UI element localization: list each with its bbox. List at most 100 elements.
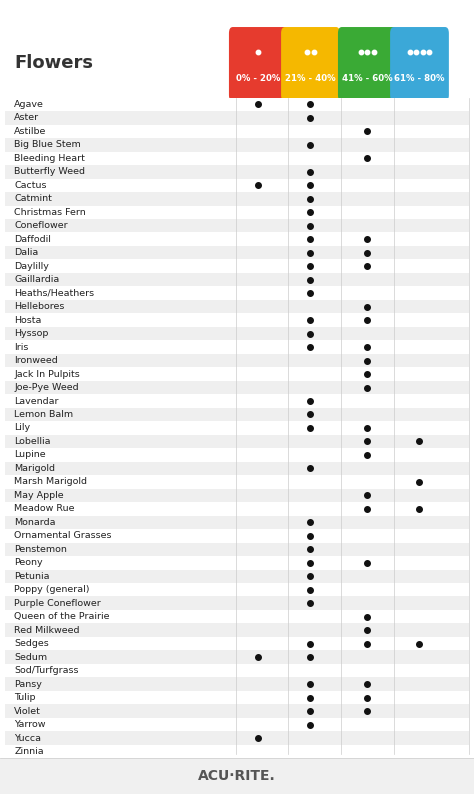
Bar: [5, 192, 469, 206]
Bar: [5, 327, 469, 341]
FancyBboxPatch shape: [390, 27, 449, 101]
FancyBboxPatch shape: [281, 27, 340, 101]
Bar: [5, 422, 469, 434]
Bar: [5, 111, 469, 125]
Bar: [5, 219, 469, 233]
Text: Dalia: Dalia: [14, 249, 38, 257]
Bar: [5, 542, 469, 556]
Text: Flowers: Flowers: [14, 54, 93, 71]
Text: Hyssop: Hyssop: [14, 329, 49, 338]
Text: Daffodil: Daffodil: [14, 235, 51, 244]
Bar: [5, 583, 469, 596]
Text: Poppy (general): Poppy (general): [14, 585, 90, 594]
Text: 41% - 60%: 41% - 60%: [342, 74, 392, 83]
Text: Butterfly Weed: Butterfly Weed: [14, 168, 85, 176]
Text: Violet: Violet: [14, 707, 41, 715]
Text: Marigold: Marigold: [14, 464, 55, 473]
Bar: [5, 246, 469, 260]
Text: Penstemon: Penstemon: [14, 545, 67, 553]
Text: Red Milkweed: Red Milkweed: [14, 626, 80, 634]
Text: 21% - 40%: 21% - 40%: [285, 74, 336, 83]
FancyBboxPatch shape: [229, 27, 288, 101]
Bar: [0, 758, 474, 794]
Bar: [5, 448, 469, 461]
Text: Hosta: Hosta: [14, 315, 42, 325]
Text: Yucca: Yucca: [14, 734, 41, 742]
Text: Meadow Rue: Meadow Rue: [14, 504, 75, 514]
Bar: [5, 273, 469, 287]
Text: Bleeding Heart: Bleeding Heart: [14, 154, 85, 163]
Text: Queen of the Prairie: Queen of the Prairie: [14, 612, 109, 621]
Bar: [5, 556, 469, 569]
Text: Lavendar: Lavendar: [14, 396, 59, 406]
Bar: [5, 475, 469, 488]
Text: Daylilly: Daylilly: [14, 262, 49, 271]
Text: ACU·RITE.: ACU·RITE.: [198, 769, 276, 783]
Text: Agave: Agave: [14, 100, 44, 109]
Bar: [5, 610, 469, 623]
Text: Sedum: Sedum: [14, 653, 47, 661]
Bar: [5, 718, 469, 731]
Text: Christmas Fern: Christmas Fern: [14, 208, 86, 217]
Text: Iris: Iris: [14, 342, 28, 352]
Text: Lobellia: Lobellia: [14, 437, 51, 446]
FancyBboxPatch shape: [338, 27, 397, 101]
Bar: [5, 125, 469, 138]
Bar: [5, 395, 469, 408]
Bar: [5, 677, 469, 691]
Bar: [5, 650, 469, 664]
Bar: [5, 179, 469, 192]
Bar: [5, 461, 469, 475]
Text: Zinnia: Zinnia: [14, 747, 44, 756]
Bar: [5, 623, 469, 637]
Text: Petunia: Petunia: [14, 572, 50, 580]
Text: Lily: Lily: [14, 423, 30, 433]
Bar: [5, 502, 469, 515]
Text: Peony: Peony: [14, 558, 43, 567]
Bar: [5, 287, 469, 300]
Bar: [5, 260, 469, 273]
Text: Monarda: Monarda: [14, 518, 56, 527]
Text: May Apple: May Apple: [14, 491, 64, 500]
Bar: [5, 98, 469, 111]
Bar: [5, 596, 469, 610]
Text: Joe-Pye Weed: Joe-Pye Weed: [14, 383, 79, 392]
Text: 61% - 80%: 61% - 80%: [394, 74, 445, 83]
Text: Astilbe: Astilbe: [14, 127, 46, 136]
Bar: [5, 381, 469, 395]
Bar: [5, 233, 469, 246]
Text: Hellebores: Hellebores: [14, 303, 64, 311]
Text: Yarrow: Yarrow: [14, 720, 46, 729]
Text: Pansy: Pansy: [14, 680, 42, 688]
Text: Lemon Balm: Lemon Balm: [14, 410, 73, 419]
Text: Sedges: Sedges: [14, 639, 49, 648]
Text: Gaillardia: Gaillardia: [14, 276, 59, 284]
Bar: [5, 206, 469, 219]
Bar: [5, 488, 469, 502]
Bar: [5, 434, 469, 448]
Bar: [5, 515, 469, 529]
Bar: [5, 341, 469, 354]
Bar: [5, 664, 469, 677]
Bar: [5, 408, 469, 422]
Bar: [5, 314, 469, 327]
Bar: [5, 354, 469, 368]
Bar: [5, 368, 469, 381]
Bar: [5, 704, 469, 718]
Bar: [5, 731, 469, 745]
Text: Purple Coneflower: Purple Coneflower: [14, 599, 101, 607]
Text: Ironweed: Ironweed: [14, 356, 58, 365]
Bar: [5, 745, 469, 758]
Bar: [5, 691, 469, 704]
Bar: [5, 165, 469, 179]
Bar: [5, 637, 469, 650]
Text: 0% - 20%: 0% - 20%: [236, 74, 281, 83]
Bar: [5, 138, 469, 152]
Text: Big Blue Stem: Big Blue Stem: [14, 141, 81, 149]
Text: Lupine: Lupine: [14, 450, 46, 460]
Text: Sod/Turfgrass: Sod/Turfgrass: [14, 666, 79, 675]
Bar: [5, 529, 469, 542]
Bar: [5, 569, 469, 583]
Text: Marsh Marigold: Marsh Marigold: [14, 477, 87, 487]
Bar: [5, 152, 469, 165]
